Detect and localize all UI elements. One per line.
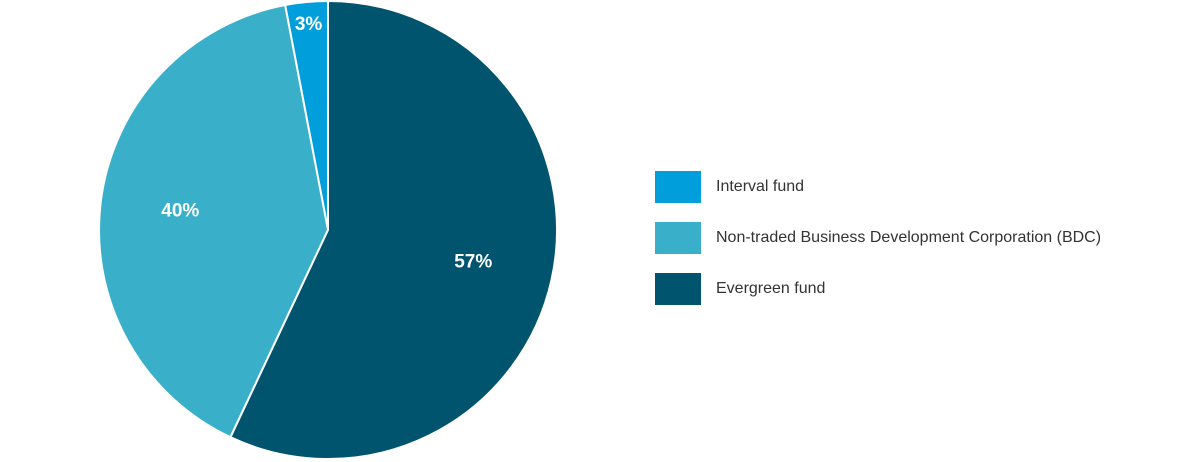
pie-slice — [98, 3, 330, 439]
slice-label: 3% — [295, 14, 323, 35]
legend-label: Interval fund — [716, 178, 804, 195]
pie-slice — [229, 0, 559, 460]
slice-label: 40% — [161, 200, 199, 221]
legend-label: Evergreen fund — [716, 280, 825, 297]
slice-label: 57% — [454, 251, 492, 272]
legend-swatch — [655, 171, 701, 203]
legend-swatch — [655, 273, 701, 305]
legend-swatch — [655, 222, 701, 254]
legend-label: Non-traded Business Development Corporat… — [716, 229, 1101, 246]
